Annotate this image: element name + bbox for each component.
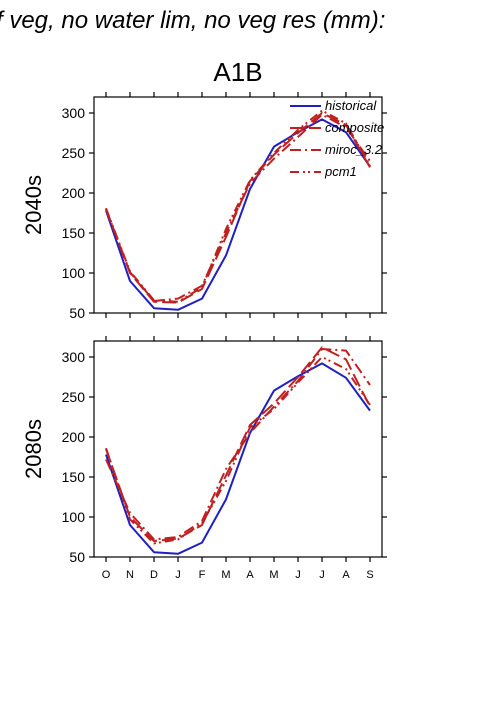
row-label: 2080s — [21, 419, 46, 479]
x-tick-label: A — [246, 569, 254, 581]
scenario-label: A1B — [213, 57, 262, 87]
x-tick-label: M — [221, 569, 230, 581]
x-tick-label: D — [150, 569, 158, 581]
series-line-historical — [105, 362, 371, 555]
legend-label-composite: composite — [325, 120, 384, 135]
y-tick-label: 300 — [62, 105, 86, 121]
legend-label-pcm1: pcm1 — [324, 164, 357, 179]
figure-title: f veg, no water lim, no veg res (mm): — [0, 7, 385, 34]
series-line-historical — [105, 118, 371, 311]
y-tick-label: 100 — [62, 509, 86, 525]
y-tick-label: 100 — [62, 265, 86, 281]
legend-label-miroc_3.2: miroc_3.2 — [325, 142, 383, 157]
plot-frame — [93, 96, 383, 314]
x-tick-label: J — [175, 569, 181, 581]
y-tick-label: 250 — [62, 389, 86, 405]
x-tick-label: F — [199, 569, 206, 581]
y-tick-label: 150 — [62, 469, 86, 485]
series-line-composite — [105, 346, 371, 542]
y-tick-label: 250 — [62, 145, 86, 161]
series-line-pcm1 — [105, 109, 371, 303]
row-label: 2040s — [21, 175, 46, 235]
y-tick-label: 300 — [62, 349, 86, 365]
chart-panel-2080s: 50 100 150 200 250 300 O N D J F M A M J J A S 2080s — [21, 336, 387, 581]
y-tick-label: 150 — [62, 225, 86, 241]
x-tick-label: A — [342, 569, 350, 581]
series-line-miroc_3.2 — [105, 113, 371, 302]
chart-panel-2040s: 50 100 150 200 250 300 2040s historical composit… — [21, 92, 387, 321]
y-tick-label: 50 — [69, 549, 85, 565]
x-tick-label: N — [126, 569, 134, 581]
x-tick-label: M — [269, 569, 278, 581]
plot-frame — [93, 340, 383, 558]
y-tick-label: 200 — [62, 185, 86, 201]
x-tick-label: J — [295, 569, 301, 581]
x-tick-label: O — [102, 569, 111, 581]
x-tick-label: J — [319, 569, 325, 581]
legend-label-historical: historical — [325, 98, 377, 113]
chart-panels: 50 100 150 200 250 300 2040s historical composit… — [21, 92, 387, 581]
y-tick-label: 50 — [69, 305, 85, 321]
series-line-pcm1 — [105, 356, 371, 545]
series-line-miroc_3.2 — [105, 348, 371, 541]
y-tick-label: 200 — [62, 429, 86, 445]
x-tick-label: S — [366, 569, 373, 581]
